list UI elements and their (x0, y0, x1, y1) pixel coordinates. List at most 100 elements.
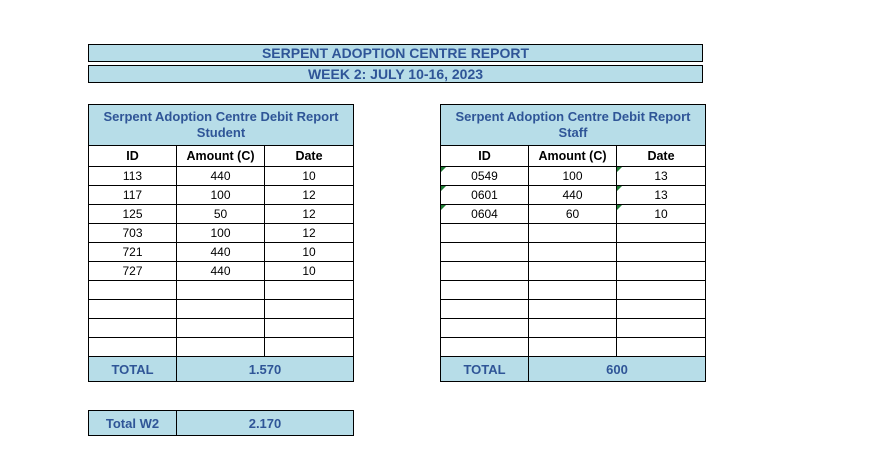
staff-col-id[interactable]: ID (440, 145, 529, 167)
cell-amount[interactable]: 50 (176, 204, 265, 224)
cell-id[interactable]: 721 (88, 242, 177, 262)
cell-amount[interactable] (528, 337, 617, 357)
table-row (88, 280, 354, 300)
cell-id[interactable] (440, 318, 529, 338)
table-row (440, 299, 706, 319)
table-row (88, 318, 354, 338)
table-row (440, 280, 706, 300)
table-row: 727 440 10 (88, 261, 354, 281)
staff-col-date[interactable]: Date (616, 145, 706, 167)
cell-date[interactable]: 12 (264, 185, 354, 205)
cell-amount[interactable] (176, 299, 265, 319)
cell-id[interactable]: 125 (88, 204, 177, 224)
cell-amount[interactable]: 100 (528, 166, 617, 186)
cell-amount[interactable]: 100 (176, 185, 265, 205)
cell-id[interactable]: 0549 (440, 166, 529, 186)
cell-date[interactable] (616, 261, 706, 281)
cell-date[interactable] (616, 223, 706, 243)
cell-date[interactable] (616, 242, 706, 262)
staff-title-line1: Serpent Adoption Centre Debit Report (455, 109, 691, 124)
table-row: 0601 440 13 (440, 185, 706, 205)
student-col-date[interactable]: Date (264, 145, 354, 167)
cell-id[interactable]: 117 (88, 185, 177, 205)
cell-amount[interactable] (528, 261, 617, 281)
cell-amount[interactable]: 440 (176, 261, 265, 281)
student-total-label[interactable]: TOTAL (88, 356, 177, 382)
cell-id[interactable]: 703 (88, 223, 177, 243)
staff-total-value[interactable]: 600 (528, 356, 706, 382)
cell-id[interactable] (88, 280, 177, 300)
cell-date[interactable]: 10 (264, 261, 354, 281)
student-total-row: TOTAL 1.570 (88, 356, 354, 382)
table-row (440, 242, 706, 262)
table-row (440, 337, 706, 357)
table-row: 0604 60 10 (440, 204, 706, 224)
student-col-id[interactable]: ID (88, 145, 177, 167)
cell-date[interactable] (616, 337, 706, 357)
student-title-line2: Student (196, 125, 246, 140)
week-total-table: Total W2 2.170 (88, 410, 354, 436)
table-row: 125 50 12 (88, 204, 354, 224)
staff-title-line2: Staff (558, 125, 588, 140)
cell-date[interactable]: 13 (616, 185, 706, 205)
report-subtitle: WEEK 2: JULY 10-16, 2023 (88, 65, 703, 83)
cell-date[interactable]: 13 (616, 166, 706, 186)
student-col-amount[interactable]: Amount (C) (176, 145, 265, 167)
table-row: 117 100 12 (88, 185, 354, 205)
cell-amount[interactable] (528, 223, 617, 243)
cell-id[interactable] (88, 337, 177, 357)
cell-id[interactable] (440, 223, 529, 243)
table-row (440, 318, 706, 338)
cell-id[interactable] (440, 299, 529, 319)
cell-date[interactable]: 12 (264, 204, 354, 224)
cell-date[interactable]: 10 (264, 166, 354, 186)
cell-date[interactable] (616, 299, 706, 319)
cell-amount[interactable] (528, 299, 617, 319)
cell-id[interactable] (440, 337, 529, 357)
cell-amount[interactable] (528, 280, 617, 300)
cell-date[interactable]: 12 (264, 223, 354, 243)
cell-id[interactable]: 113 (88, 166, 177, 186)
student-total-value[interactable]: 1.570 (176, 356, 354, 382)
cell-date[interactable] (264, 318, 354, 338)
cell-amount[interactable]: 440 (176, 242, 265, 262)
cell-date[interactable]: 10 (616, 204, 706, 224)
table-row: 113 440 10 (88, 166, 354, 186)
staff-debit-table: Serpent Adoption Centre Debit Report Sta… (440, 104, 706, 382)
table-row: 721 440 10 (88, 242, 354, 262)
cell-amount[interactable] (528, 318, 617, 338)
cell-id[interactable] (440, 261, 529, 281)
cell-amount[interactable]: 60 (528, 204, 617, 224)
table-row (440, 261, 706, 281)
week-total-label[interactable]: Total W2 (88, 410, 177, 436)
cell-amount[interactable]: 100 (176, 223, 265, 243)
staff-col-amount[interactable]: Amount (C) (528, 145, 617, 167)
cell-id[interactable] (88, 318, 177, 338)
cell-amount[interactable]: 440 (176, 166, 265, 186)
cell-id[interactable]: 727 (88, 261, 177, 281)
cell-date[interactable] (616, 318, 706, 338)
cell-date[interactable] (264, 337, 354, 357)
table-row: 703 100 12 (88, 223, 354, 243)
student-title-line1: Serpent Adoption Centre Debit Report (103, 109, 339, 124)
cell-amount[interactable]: 440 (528, 185, 617, 205)
cell-date[interactable] (264, 280, 354, 300)
table-row (88, 337, 354, 357)
cell-id[interactable] (88, 299, 177, 319)
student-debit-table: Serpent Adoption Centre Debit Report Stu… (88, 104, 354, 382)
table-row (88, 299, 354, 319)
week-total-value[interactable]: 2.170 (176, 410, 354, 436)
cell-id[interactable] (440, 280, 529, 300)
cell-date[interactable] (264, 299, 354, 319)
table-row: 0549 100 13 (440, 166, 706, 186)
cell-amount[interactable] (528, 242, 617, 262)
cell-id[interactable] (440, 242, 529, 262)
cell-id[interactable]: 0601 (440, 185, 529, 205)
cell-date[interactable] (616, 280, 706, 300)
staff-total-label[interactable]: TOTAL (440, 356, 529, 382)
cell-amount[interactable] (176, 337, 265, 357)
cell-id[interactable]: 0604 (440, 204, 529, 224)
cell-date[interactable]: 10 (264, 242, 354, 262)
cell-amount[interactable] (176, 280, 265, 300)
cell-amount[interactable] (176, 318, 265, 338)
